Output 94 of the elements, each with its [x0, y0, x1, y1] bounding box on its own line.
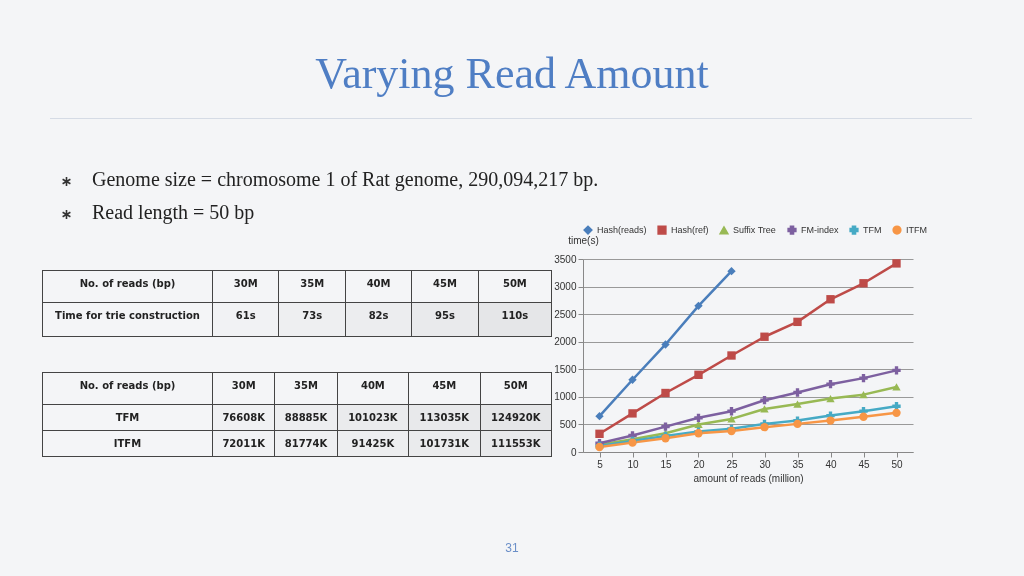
data-label: 91425K	[337, 430, 409, 457]
y-tick-label: 1500	[554, 363, 577, 375]
point	[826, 416, 835, 425]
legend-label: TFM	[863, 225, 882, 236]
x-tick-label: 30M	[212, 270, 279, 303]
y-axis-title: time(s)	[568, 234, 599, 246]
point	[859, 391, 868, 399]
point	[694, 370, 703, 379]
data-label: 113035K	[408, 404, 481, 431]
point	[628, 409, 637, 418]
data-label: 88885K	[274, 404, 338, 431]
point	[826, 379, 835, 389]
x-tick-label: 5	[597, 458, 604, 470]
x-tick-label: 15	[660, 458, 672, 470]
x-tick-label: 40M	[345, 270, 412, 303]
legend-label: Hash(reads)	[597, 225, 647, 236]
data-label: 95s	[411, 302, 479, 337]
text: Read length = 50 bp	[91, 201, 255, 224]
point	[892, 366, 901, 375]
y-tick-label: 3500	[554, 253, 577, 265]
y-tick-label: ITFM	[42, 430, 213, 457]
data-label: 111553K	[480, 430, 552, 457]
x-tick-label: 35	[792, 458, 804, 470]
text: 31	[504, 541, 520, 555]
x-tick-label: 45	[858, 458, 870, 470]
point	[694, 301, 703, 311]
x-tick-label: 45M	[411, 270, 479, 303]
x-tick-label: 30M	[212, 372, 275, 405]
point	[760, 405, 769, 413]
point	[793, 388, 802, 397]
legend-label: ITFM	[906, 225, 927, 236]
data-label: 76608K	[212, 404, 275, 431]
point	[892, 408, 901, 418]
data-label: 61s	[212, 302, 279, 337]
point	[694, 413, 703, 422]
point	[760, 332, 769, 341]
point	[892, 259, 901, 268]
y-tick-label: Time for trie construction	[42, 302, 213, 337]
data-label: 72011K	[212, 430, 275, 457]
y-tick-label: 2500	[554, 308, 577, 320]
x-tick-label: 35M	[278, 270, 346, 303]
point	[859, 279, 868, 288]
point	[826, 394, 835, 403]
point	[661, 340, 670, 349]
x-tick-label: 35M	[274, 372, 338, 405]
y-tick-label: 0	[570, 446, 577, 458]
point	[760, 395, 769, 405]
data-label: 82s	[345, 302, 412, 337]
data-label: 81774K	[274, 430, 338, 457]
x-tick-label: 50M	[480, 372, 552, 405]
x-tick-label: 10	[627, 458, 639, 470]
point	[793, 419, 802, 429]
y-tick-label: 1000	[554, 391, 577, 403]
x-tick-label: 30	[759, 458, 771, 470]
x-axis-title: No. of reads (bp)	[42, 270, 213, 303]
point	[595, 411, 604, 421]
data-label: 101731K	[408, 430, 481, 457]
point	[727, 351, 736, 360]
point	[727, 407, 736, 416]
point	[859, 373, 868, 383]
data-label: 73s	[278, 302, 346, 337]
point	[727, 415, 736, 423]
point	[760, 423, 769, 432]
x-tick-label: 50	[891, 458, 903, 470]
legend-label: Hash(ref)	[671, 225, 709, 236]
point	[892, 383, 901, 391]
point	[793, 317, 802, 327]
point	[661, 422, 670, 431]
x-axis-title: No. of reads (bp)	[42, 372, 213, 405]
y-tick-label: 500	[559, 418, 577, 430]
x-tick-label: 45M	[408, 372, 481, 405]
point	[628, 375, 637, 384]
x-tick-label: 20	[693, 458, 705, 470]
point	[859, 412, 868, 421]
x-tick-label: 40M	[337, 372, 409, 405]
y-tick-label: 3000	[554, 281, 577, 293]
x-tick-label: 25	[726, 458, 738, 470]
data-label: 124920K	[480, 404, 552, 431]
point	[661, 388, 670, 398]
x-tick-label: 50M	[478, 270, 552, 303]
y-tick-label: TFM	[42, 404, 213, 431]
y-tick-label: 2000	[554, 336, 577, 348]
x-axis-title: amount of reads (million)	[693, 472, 804, 484]
legend-label: FM-index	[801, 225, 840, 236]
data-label: 110s	[478, 302, 552, 337]
legend-label: Suffix Tree	[733, 225, 776, 236]
chart-title: Varying Read Amount	[314, 48, 710, 99]
point	[595, 429, 604, 438]
point	[793, 400, 802, 408]
data-label: 101023K	[337, 404, 409, 431]
x-tick-label: 40	[825, 458, 837, 470]
text: Genome size = chromosome 1 of Rat genome, 290,094,217 bp.	[91, 168, 599, 191]
point	[826, 295, 835, 304]
point	[727, 266, 736, 276]
